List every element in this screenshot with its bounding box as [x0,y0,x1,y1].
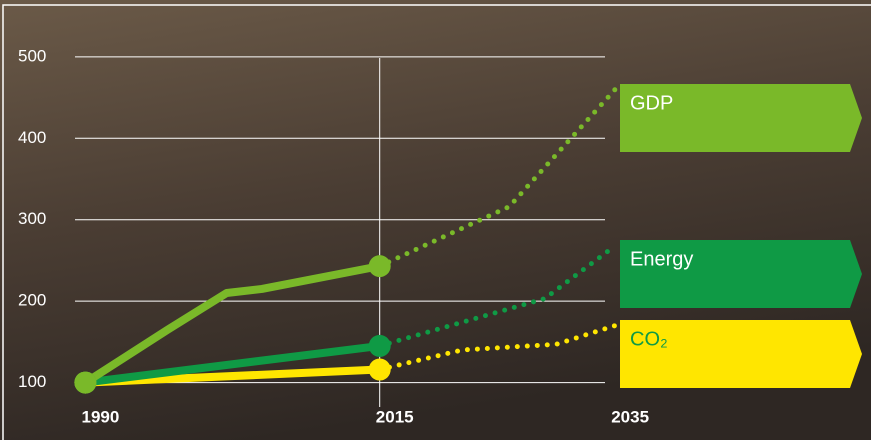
y-tick-label: 100 [18,372,46,391]
line [83,262,381,386]
x-tick-label: 2035 [611,407,649,426]
point [368,255,391,278]
x-tick-label: 2015 [376,407,414,426]
y-tick-label: 200 [18,291,46,310]
y-tick-label: 400 [18,128,46,147]
legend-label: GDP [630,92,673,114]
projection-line [377,243,618,349]
projection-line [377,86,618,269]
legend-label: CO₂ [630,328,668,350]
line [84,341,381,387]
label-box [620,240,862,308]
legend-label: Energy [630,248,693,270]
label-box [620,320,862,388]
frame [2,4,871,440]
label-box [620,84,862,152]
point [368,334,391,357]
projection-line [377,323,618,373]
y-tick-label: 300 [18,209,46,228]
point [74,371,97,394]
point [368,358,391,381]
x-tick-label: 1990 [81,407,119,426]
y-tick-label: 500 [18,46,46,65]
